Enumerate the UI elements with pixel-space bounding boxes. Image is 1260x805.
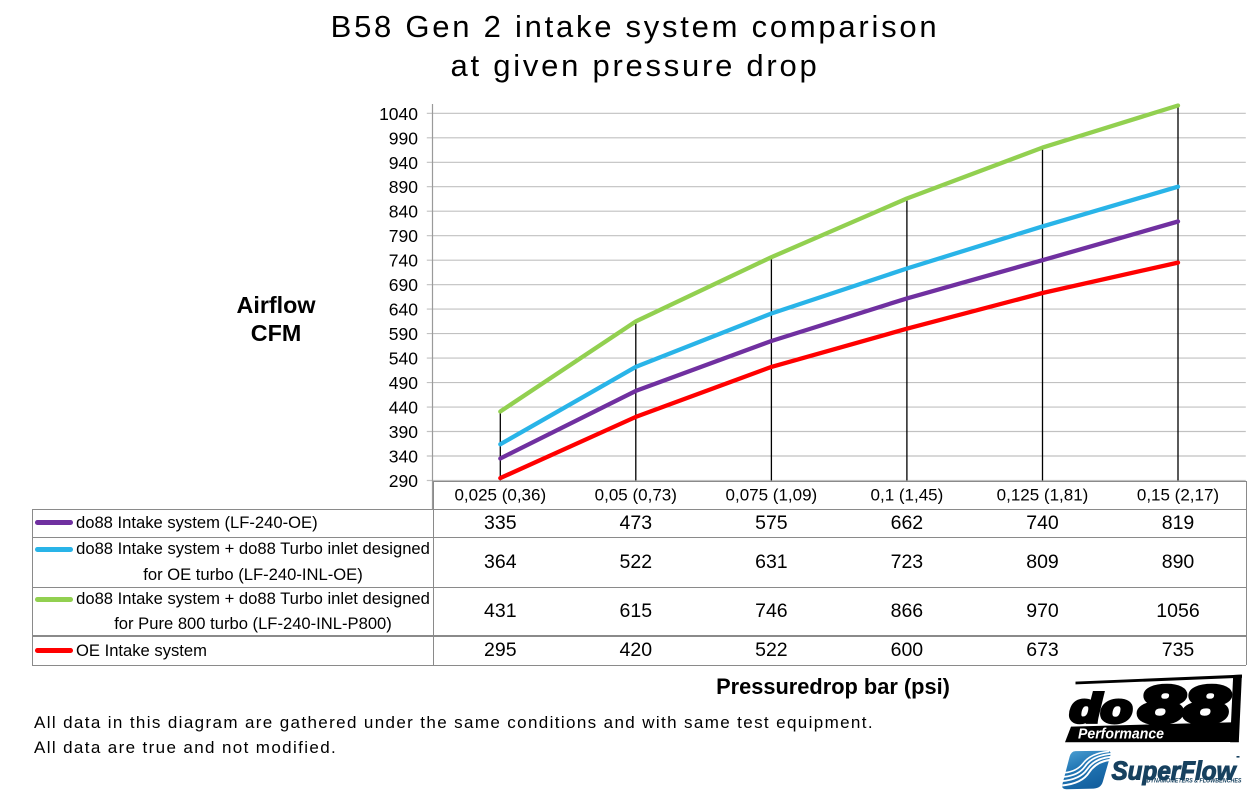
svg-text:0,15 (2,17): 0,15 (2,17) bbox=[1137, 486, 1219, 505]
svg-text:790: 790 bbox=[389, 226, 418, 246]
svg-text:290: 290 bbox=[389, 471, 418, 491]
svg-text:940: 940 bbox=[389, 153, 418, 173]
svg-text:do: do bbox=[1070, 687, 1132, 731]
svg-text:440: 440 bbox=[389, 398, 418, 418]
svg-text:690: 690 bbox=[389, 275, 418, 295]
svg-text:540: 540 bbox=[389, 349, 418, 369]
svg-text:590: 590 bbox=[389, 324, 418, 344]
svg-text:840: 840 bbox=[389, 202, 418, 222]
svg-text:Performance: Performance bbox=[1078, 727, 1164, 743]
svg-text:0,05 (0,73): 0,05 (0,73) bbox=[595, 486, 677, 505]
svg-text:SuperFlow: SuperFlow bbox=[1112, 755, 1238, 785]
svg-text:890: 890 bbox=[389, 177, 418, 197]
svg-text:0,075 (1,09): 0,075 (1,09) bbox=[726, 486, 818, 505]
svg-text:0,1 (1,45): 0,1 (1,45) bbox=[871, 486, 944, 505]
svg-text:740: 740 bbox=[389, 251, 418, 271]
svg-text:88: 88 bbox=[1139, 676, 1229, 734]
svg-text:490: 490 bbox=[389, 373, 418, 393]
svg-text:1040: 1040 bbox=[379, 104, 418, 124]
svg-text:0,025 (0,36): 0,025 (0,36) bbox=[454, 486, 546, 505]
svg-text:DYNAMOMETERS & FLOWBENCHES: DYNAMOMETERS & FLOWBENCHES bbox=[1147, 778, 1242, 785]
svg-text:390: 390 bbox=[389, 422, 418, 442]
svg-text:0,125 (1,81): 0,125 (1,81) bbox=[997, 486, 1089, 505]
svg-text:640: 640 bbox=[389, 300, 418, 320]
svg-text:340: 340 bbox=[389, 447, 418, 467]
svg-text:990: 990 bbox=[389, 128, 418, 148]
